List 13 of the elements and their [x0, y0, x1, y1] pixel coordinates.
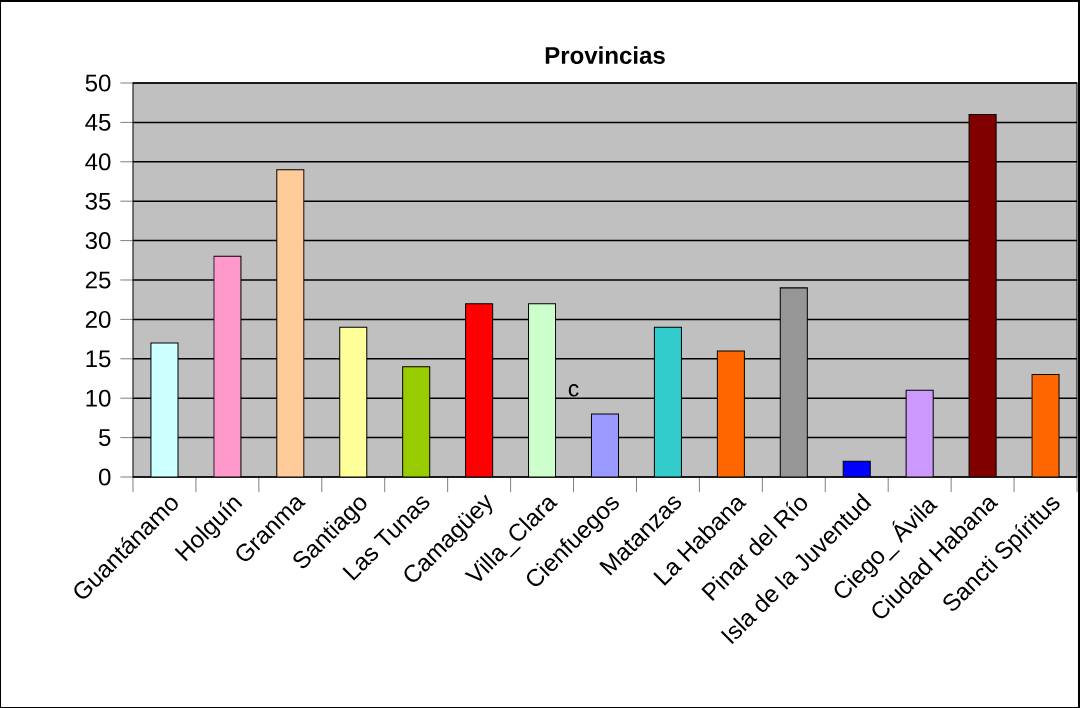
- y-tick-label: 45: [85, 114, 111, 131]
- y-tick-label: 30: [85, 232, 111, 250]
- y-tick-label: 35: [85, 192, 111, 210]
- y-tick-label: 15: [86, 350, 111, 368]
- y-tick-label: 5: [98, 429, 111, 446]
- y-tick-label: 0: [98, 468, 111, 486]
- y-tick-label: 50: [85, 74, 111, 92]
- y-tick-label: 40: [85, 153, 111, 171]
- y-tick-label: 10: [86, 389, 111, 407]
- chart-title: Provincias: [545, 46, 665, 64]
- y-tick-label: 20: [85, 310, 111, 328]
- annotation: c: [568, 384, 579, 397]
- y-tick-label: 25: [85, 271, 111, 289]
